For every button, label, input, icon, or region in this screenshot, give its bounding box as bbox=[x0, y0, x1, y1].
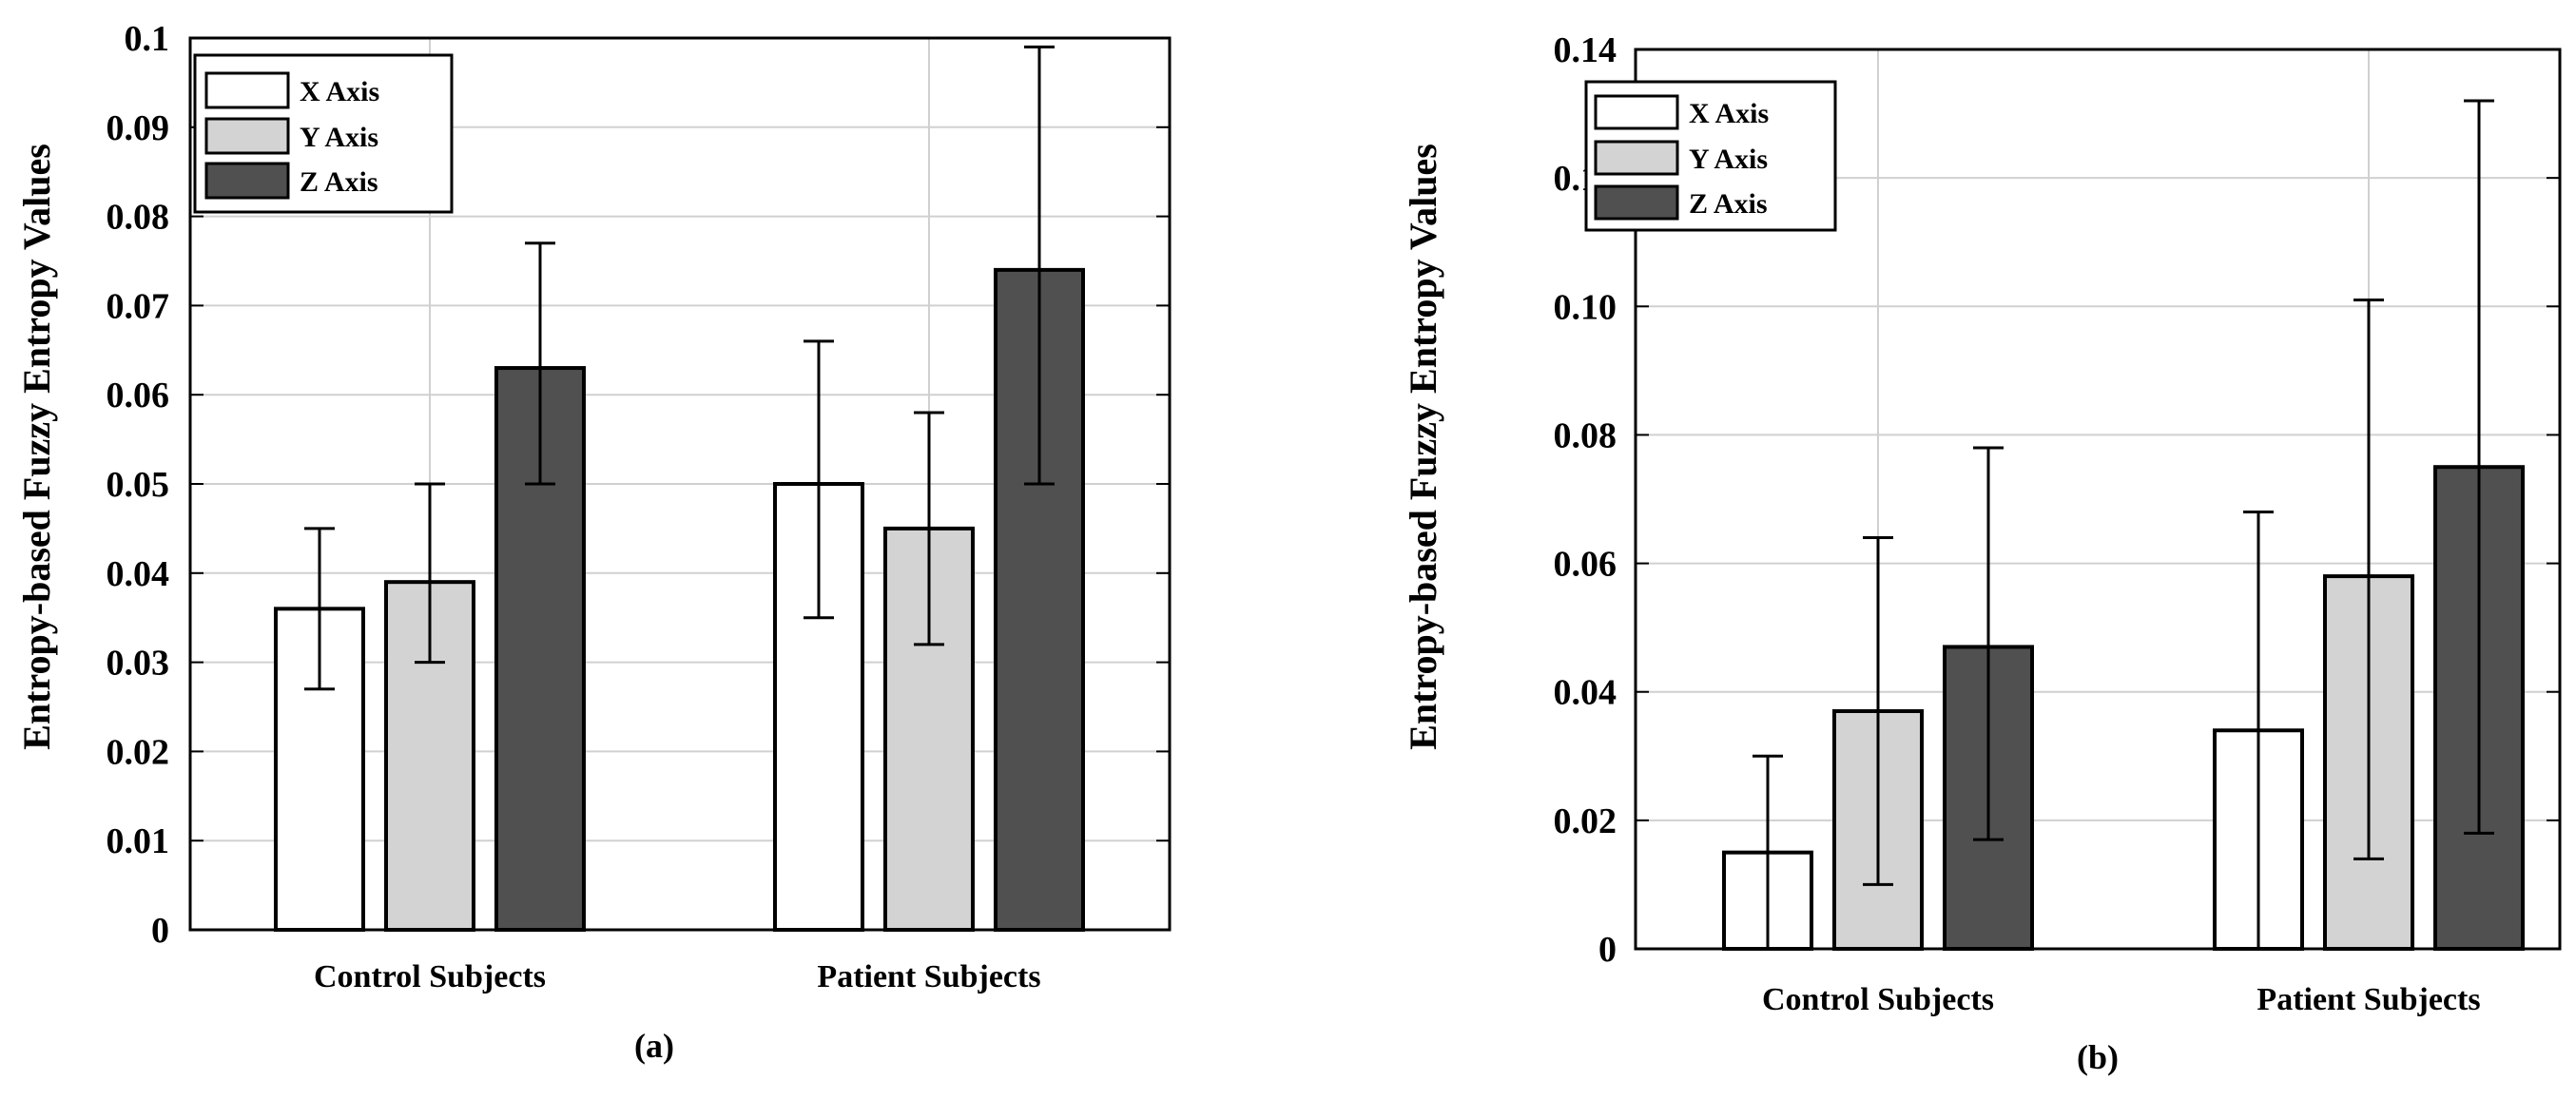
legend-swatch bbox=[204, 162, 290, 200]
y-tick-label: 0.10 bbox=[1554, 287, 1617, 327]
legend-swatch bbox=[1594, 184, 1679, 221]
y-axis-label: Entropy-based Fuzzy Entropy Values bbox=[15, 144, 58, 750]
y-tick-label: 0 bbox=[1598, 930, 1617, 970]
y-tick-label: 0.07 bbox=[107, 286, 170, 326]
category-label: Control Subjects bbox=[1762, 982, 1994, 1017]
category-label: Patient Subjects bbox=[2256, 982, 2480, 1017]
legend-label: Y Axis bbox=[300, 122, 378, 153]
category-label: Patient Subjects bbox=[817, 959, 1040, 994]
y-tick-label: 0.04 bbox=[107, 554, 170, 594]
category-label: Control Subjects bbox=[314, 959, 546, 994]
legend-swatch bbox=[1594, 94, 1679, 130]
legend-swatch bbox=[204, 71, 290, 109]
legend-label: Y Axis bbox=[1689, 144, 1768, 175]
y-tick-label: 0.08 bbox=[107, 198, 170, 238]
legend-label: X Axis bbox=[1689, 98, 1769, 129]
y-tick-label: 0.01 bbox=[107, 821, 170, 861]
legend-swatch bbox=[1594, 140, 1679, 176]
y-tick-label: 0.14 bbox=[1554, 30, 1617, 70]
y-tick-label: 0.04 bbox=[1554, 673, 1617, 713]
y-tick-label: 0.02 bbox=[1554, 801, 1617, 841]
y-tick-label: 0.08 bbox=[1554, 415, 1617, 455]
y-tick-label: 0.03 bbox=[107, 644, 170, 684]
y-axis-label: Entropy-based Fuzzy Entropy Values bbox=[1402, 144, 1444, 750]
y-tick-label: 0.09 bbox=[107, 108, 170, 148]
legend-label: Z Axis bbox=[300, 166, 378, 198]
panel-title: (b) bbox=[2077, 1038, 2119, 1076]
y-tick-label: 0.06 bbox=[107, 376, 170, 415]
axes-frame bbox=[1634, 48, 2562, 951]
y-tick-label: 0.06 bbox=[1554, 545, 1617, 585]
y-tick-label: 0.02 bbox=[107, 732, 170, 772]
panel-title: (a) bbox=[634, 1027, 674, 1065]
y-tick-label: 0.1 bbox=[125, 19, 170, 59]
legend-swatch bbox=[204, 117, 290, 155]
legend-label: X Axis bbox=[300, 76, 379, 107]
chart-panel-a: 0 0.01 0.02 0.03 0.04 0.05 0.06 0.07 0.08 0.09 0.1… bbox=[15, 19, 1172, 1065]
legend-label: Z Axis bbox=[1689, 188, 1768, 220]
y-tick-label: 0 bbox=[151, 911, 169, 951]
y-tick-label: 0.05 bbox=[107, 465, 170, 505]
